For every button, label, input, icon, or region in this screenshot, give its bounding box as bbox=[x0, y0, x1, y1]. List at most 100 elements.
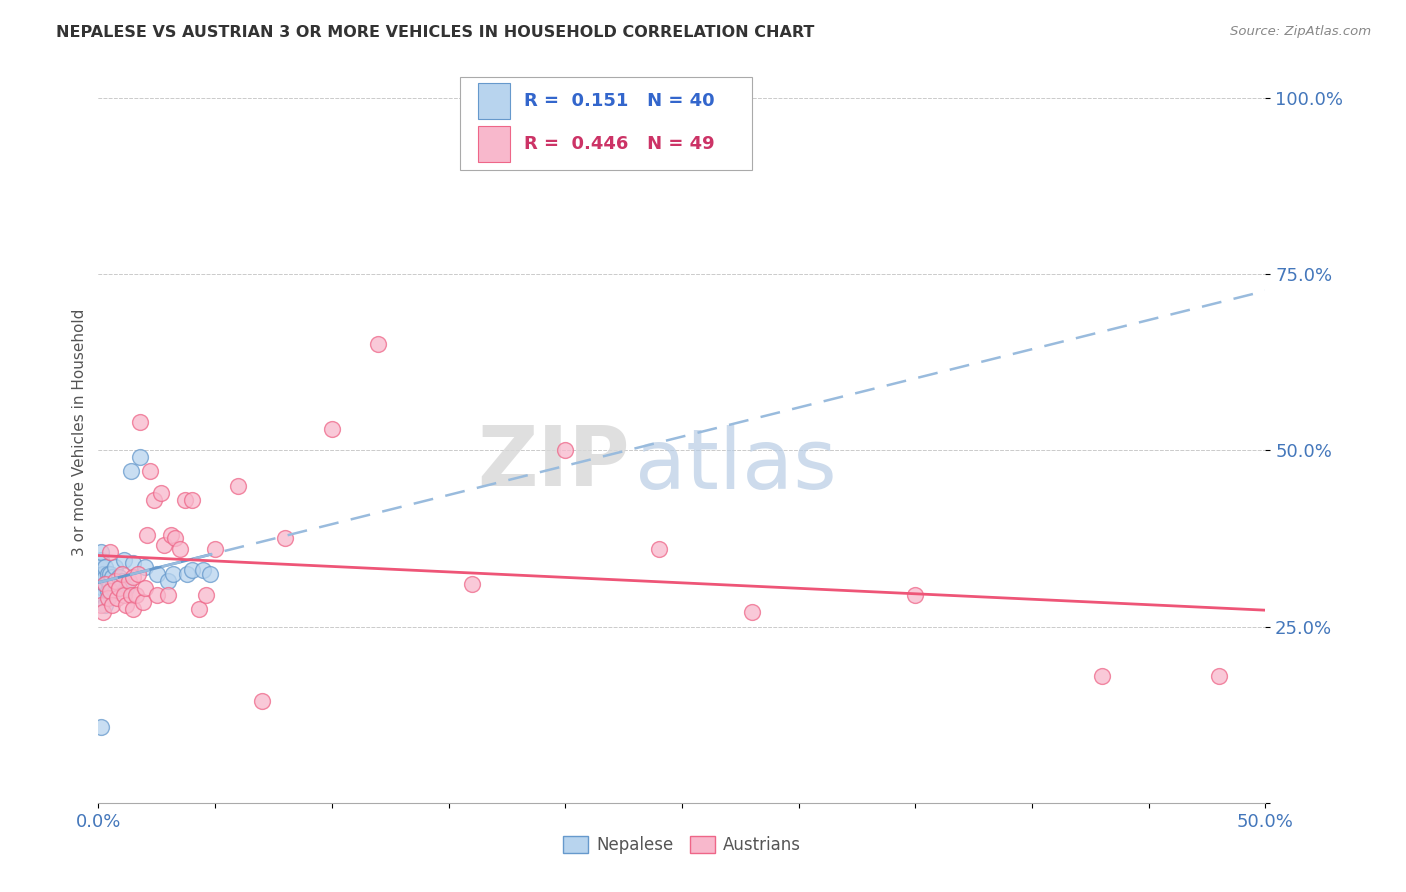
Point bbox=[104, 559, 127, 574]
Point bbox=[90, 720, 112, 734]
Text: atlas: atlas bbox=[636, 425, 837, 507]
Point bbox=[97, 584, 120, 599]
Point bbox=[157, 574, 180, 588]
Text: NEPALESE VS AUSTRIAN 3 OR MORE VEHICLES IN HOUSEHOLD CORRELATION CHART: NEPALESE VS AUSTRIAN 3 OR MORE VEHICLES … bbox=[56, 25, 814, 40]
Point bbox=[204, 541, 226, 556]
Point bbox=[159, 528, 181, 542]
Point bbox=[112, 588, 135, 602]
Point bbox=[187, 602, 209, 616]
Point bbox=[1208, 669, 1230, 683]
Point bbox=[94, 577, 117, 591]
Point bbox=[94, 577, 117, 591]
Point bbox=[143, 492, 166, 507]
Point bbox=[139, 464, 162, 478]
Point bbox=[120, 588, 142, 602]
Point bbox=[101, 599, 124, 613]
Point bbox=[98, 584, 121, 599]
Point bbox=[91, 574, 114, 588]
Point bbox=[105, 577, 128, 591]
Point bbox=[122, 556, 145, 570]
Point bbox=[200, 566, 222, 581]
Point bbox=[98, 566, 121, 581]
Point bbox=[162, 566, 184, 581]
Point bbox=[1091, 669, 1114, 683]
Y-axis label: 3 or more Vehicles in Household: 3 or more Vehicles in Household bbox=[72, 309, 87, 557]
Legend: Nepalese, Austrians: Nepalese, Austrians bbox=[555, 830, 808, 861]
Point bbox=[129, 450, 152, 465]
Point bbox=[193, 563, 215, 577]
Point bbox=[104, 584, 127, 599]
Point bbox=[90, 545, 112, 559]
Point bbox=[90, 591, 112, 606]
Point bbox=[129, 415, 152, 429]
Point bbox=[647, 541, 669, 556]
Point bbox=[274, 532, 297, 546]
Point bbox=[122, 602, 145, 616]
Point bbox=[112, 552, 135, 566]
Point bbox=[115, 599, 138, 613]
Point bbox=[741, 606, 763, 620]
Point bbox=[108, 570, 131, 584]
Text: Source: ZipAtlas.com: Source: ZipAtlas.com bbox=[1230, 25, 1371, 38]
Point bbox=[97, 591, 120, 606]
Point bbox=[97, 566, 120, 581]
Point bbox=[367, 337, 389, 351]
Point bbox=[94, 599, 117, 613]
Point bbox=[180, 563, 202, 577]
Point bbox=[125, 588, 148, 602]
Point bbox=[101, 570, 124, 584]
Point bbox=[91, 588, 114, 602]
Point bbox=[134, 559, 156, 574]
Point bbox=[146, 588, 169, 602]
Point bbox=[118, 574, 141, 588]
Point bbox=[115, 581, 138, 595]
Point bbox=[461, 577, 484, 591]
Point bbox=[104, 574, 127, 588]
Point bbox=[173, 492, 195, 507]
Point bbox=[91, 566, 114, 581]
Point bbox=[111, 566, 134, 581]
Point bbox=[152, 538, 174, 552]
FancyBboxPatch shape bbox=[478, 83, 510, 119]
Point bbox=[176, 566, 198, 581]
Point bbox=[90, 552, 112, 566]
Point bbox=[165, 532, 187, 546]
Point bbox=[101, 581, 124, 595]
Point bbox=[194, 588, 217, 602]
Point bbox=[127, 566, 149, 581]
Point bbox=[157, 588, 180, 602]
Point bbox=[169, 541, 191, 556]
Point bbox=[904, 588, 927, 602]
Point bbox=[98, 577, 121, 591]
Text: ZIP: ZIP bbox=[477, 422, 630, 503]
Point bbox=[136, 528, 159, 542]
Point bbox=[91, 581, 114, 595]
Point bbox=[98, 545, 121, 559]
Point bbox=[554, 443, 576, 458]
Point bbox=[90, 559, 112, 574]
Point bbox=[134, 581, 156, 595]
Point bbox=[108, 581, 131, 595]
Point bbox=[97, 574, 120, 588]
Point bbox=[90, 599, 112, 613]
Point bbox=[228, 478, 250, 492]
Point bbox=[180, 492, 202, 507]
Point bbox=[105, 591, 128, 606]
Point bbox=[94, 559, 117, 574]
Point bbox=[132, 595, 155, 609]
FancyBboxPatch shape bbox=[460, 78, 752, 169]
Point bbox=[250, 693, 273, 707]
Point bbox=[146, 566, 169, 581]
Point bbox=[98, 588, 121, 602]
Point bbox=[122, 570, 145, 584]
FancyBboxPatch shape bbox=[478, 126, 510, 161]
Text: R =  0.446   N = 49: R = 0.446 N = 49 bbox=[524, 135, 716, 153]
Point bbox=[94, 570, 117, 584]
Point bbox=[90, 570, 112, 584]
Point bbox=[120, 464, 142, 478]
Point bbox=[150, 485, 173, 500]
Point bbox=[111, 574, 134, 588]
Point bbox=[321, 422, 343, 436]
Point bbox=[91, 606, 114, 620]
Text: R =  0.151   N = 40: R = 0.151 N = 40 bbox=[524, 92, 716, 110]
